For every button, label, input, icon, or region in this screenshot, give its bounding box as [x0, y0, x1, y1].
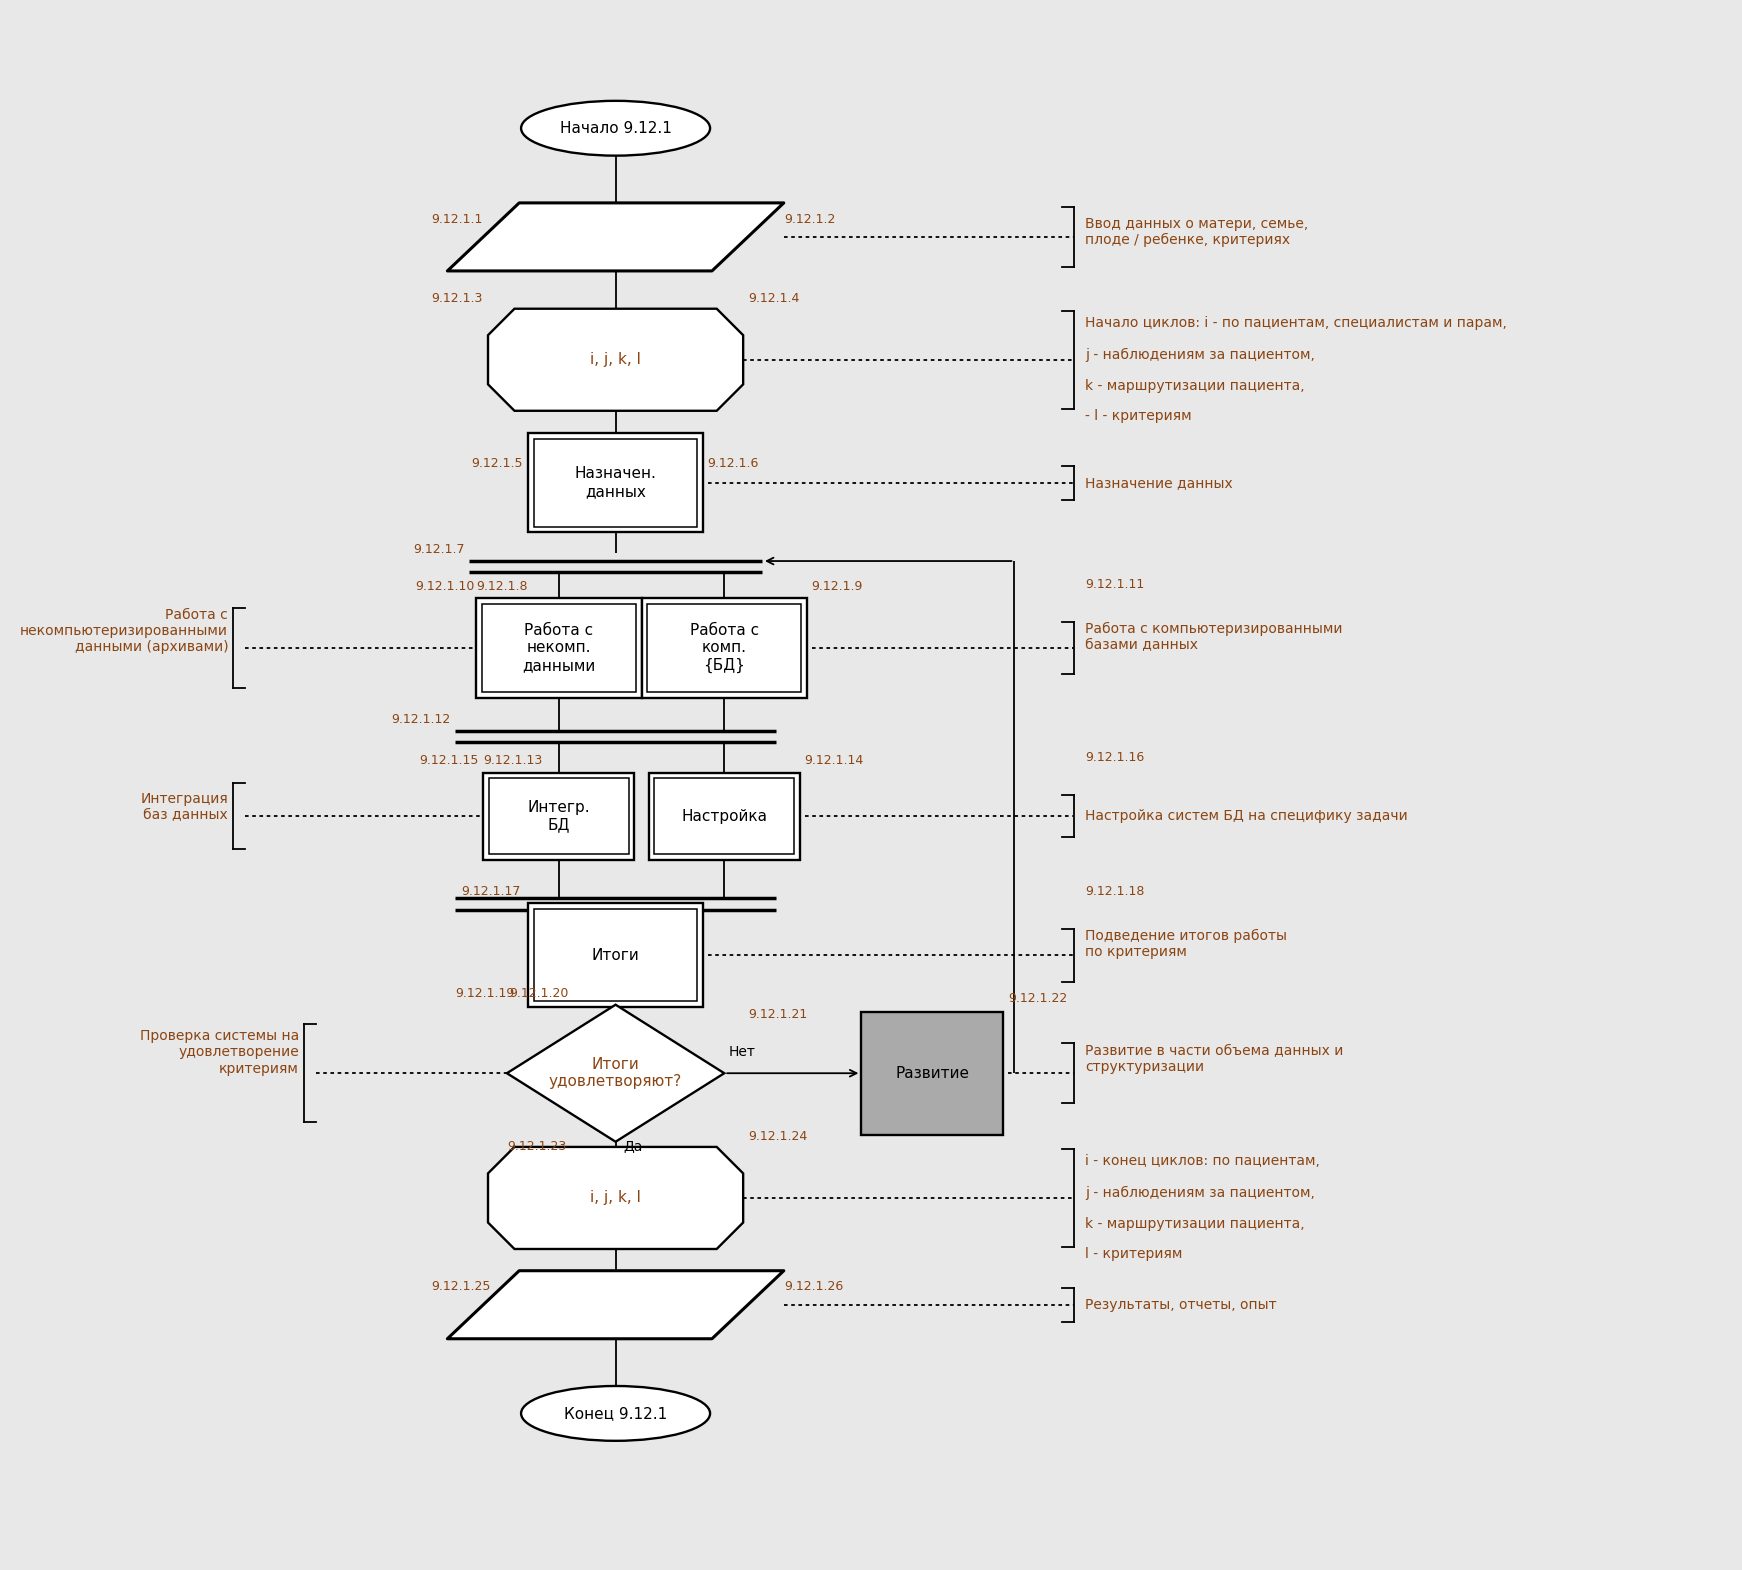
Text: Назначен.
данных: Назначен. данных	[575, 466, 657, 499]
Text: j - наблюдениям за пациентом,: j - наблюдениям за пациентом,	[1085, 347, 1315, 361]
Polygon shape	[483, 772, 634, 860]
Text: Работа с компьютеризированными
базами данных: Работа с компьютеризированными базами да…	[1085, 622, 1343, 652]
Text: 9.12.1.17: 9.12.1.17	[462, 885, 521, 898]
Text: Настройка: Настройка	[681, 809, 766, 824]
Text: 9.12.1.11: 9.12.1.11	[1085, 578, 1144, 592]
Text: 9.12.1.12: 9.12.1.12	[390, 713, 449, 727]
Text: 9.12.1.22: 9.12.1.22	[1009, 992, 1068, 1005]
Text: Итоги: Итоги	[592, 948, 639, 962]
Ellipse shape	[521, 1386, 711, 1441]
Polygon shape	[861, 1011, 1003, 1135]
Polygon shape	[648, 772, 800, 860]
Polygon shape	[448, 1270, 784, 1339]
Text: 9.12.1.20: 9.12.1.20	[509, 986, 568, 1000]
Text: Развитие в части объема данных и
структуризации: Развитие в части объема данных и структу…	[1085, 1044, 1343, 1074]
Text: 9.12.1.3: 9.12.1.3	[432, 292, 483, 305]
Text: Работа с
некомпьютеризированными
данными (архивами): Работа с некомпьютеризированными данными…	[21, 608, 228, 655]
Text: 9.12.1.25: 9.12.1.25	[432, 1281, 491, 1294]
Text: 9.12.1.5: 9.12.1.5	[472, 457, 523, 471]
Text: 9.12.1.10: 9.12.1.10	[415, 581, 474, 593]
Text: Интегр.
БД: Интегр. БД	[528, 801, 591, 832]
Text: Результаты, отчеты, опыт: Результаты, отчеты, опыт	[1085, 1298, 1277, 1313]
Text: Работа с
некомп.
данными: Работа с некомп. данными	[523, 623, 596, 674]
Text: Начало 9.12.1: Начало 9.12.1	[559, 121, 671, 135]
Polygon shape	[476, 598, 641, 697]
Text: 9.12.1.8: 9.12.1.8	[476, 581, 528, 593]
Text: 9.12.1.19: 9.12.1.19	[455, 986, 514, 1000]
Text: 9.12.1.26: 9.12.1.26	[784, 1281, 843, 1294]
Text: 9.12.1.23: 9.12.1.23	[507, 1140, 566, 1152]
Polygon shape	[448, 203, 784, 272]
Text: 9.12.1.18: 9.12.1.18	[1085, 885, 1144, 898]
Polygon shape	[528, 433, 704, 532]
Polygon shape	[641, 598, 807, 697]
Text: i - конец циклов: по пациентам,: i - конец циклов: по пациентам,	[1085, 1154, 1320, 1168]
Text: Настройка систем БД на специфику задачи: Настройка систем БД на специфику задачи	[1085, 809, 1408, 823]
Text: 9.12.1.24: 9.12.1.24	[747, 1130, 807, 1143]
Text: Интеграция
баз данных: Интеграция баз данных	[141, 791, 228, 821]
Polygon shape	[488, 309, 744, 411]
Text: Итоги
удовлетворяют?: Итоги удовлетворяют?	[549, 1057, 683, 1090]
Text: Подведение итогов работы
по критериям: Подведение итогов работы по критериям	[1085, 928, 1287, 959]
Polygon shape	[488, 1148, 744, 1250]
Text: l - критериям: l - критериям	[1085, 1247, 1183, 1261]
Text: k - маршрутизации пациента,: k - маршрутизации пациента,	[1085, 1217, 1305, 1231]
Text: Ввод данных о матери, семье,
плоде / ребенке, критериях: Ввод данных о матери, семье, плоде / реб…	[1085, 217, 1308, 248]
Text: j - наблюдениям за пациентом,: j - наблюдениям за пациентом,	[1085, 1185, 1315, 1199]
Text: k - маршрутизации пациента,: k - маршрутизации пациента,	[1085, 378, 1305, 392]
Text: 9.12.1.15: 9.12.1.15	[420, 754, 479, 768]
Text: i, j, k, l: i, j, k, l	[591, 1190, 641, 1206]
Ellipse shape	[521, 100, 711, 155]
Text: Назначение данных: Назначение данных	[1085, 476, 1233, 490]
Text: - l - критериям: - l - критериям	[1085, 408, 1192, 422]
Text: 9.12.1.7: 9.12.1.7	[413, 543, 465, 556]
Text: 9.12.1.4: 9.12.1.4	[747, 292, 800, 305]
Text: 9.12.1.9: 9.12.1.9	[812, 581, 862, 593]
Text: 9.12.1.2: 9.12.1.2	[784, 212, 834, 226]
Text: 9.12.1.1: 9.12.1.1	[432, 212, 483, 226]
Text: Развитие: Развитие	[895, 1066, 969, 1080]
Text: 9.12.1.6: 9.12.1.6	[707, 457, 760, 471]
Text: 9.12.1.21: 9.12.1.21	[747, 1008, 807, 1021]
Text: 9.12.1.14: 9.12.1.14	[805, 754, 864, 768]
Text: 9.12.1.13: 9.12.1.13	[483, 754, 542, 768]
Text: Начало циклов: i - по пациентам, специалистам и парам,: Начало циклов: i - по пациентам, специал…	[1085, 316, 1507, 330]
Text: Конец 9.12.1: Конец 9.12.1	[564, 1405, 667, 1421]
Text: Нет: Нет	[728, 1046, 756, 1060]
Polygon shape	[507, 1005, 725, 1141]
Text: Проверка системы на
удовлетворение
критериям: Проверка системы на удовлетворение крите…	[139, 1030, 300, 1075]
Polygon shape	[528, 903, 704, 1006]
Text: Да: Да	[624, 1140, 643, 1152]
Text: i, j, k, l: i, j, k, l	[591, 352, 641, 367]
Text: Работа с
комп.
{БД}: Работа с комп. {БД}	[690, 623, 760, 674]
Text: 9.12.1.16: 9.12.1.16	[1085, 750, 1144, 765]
